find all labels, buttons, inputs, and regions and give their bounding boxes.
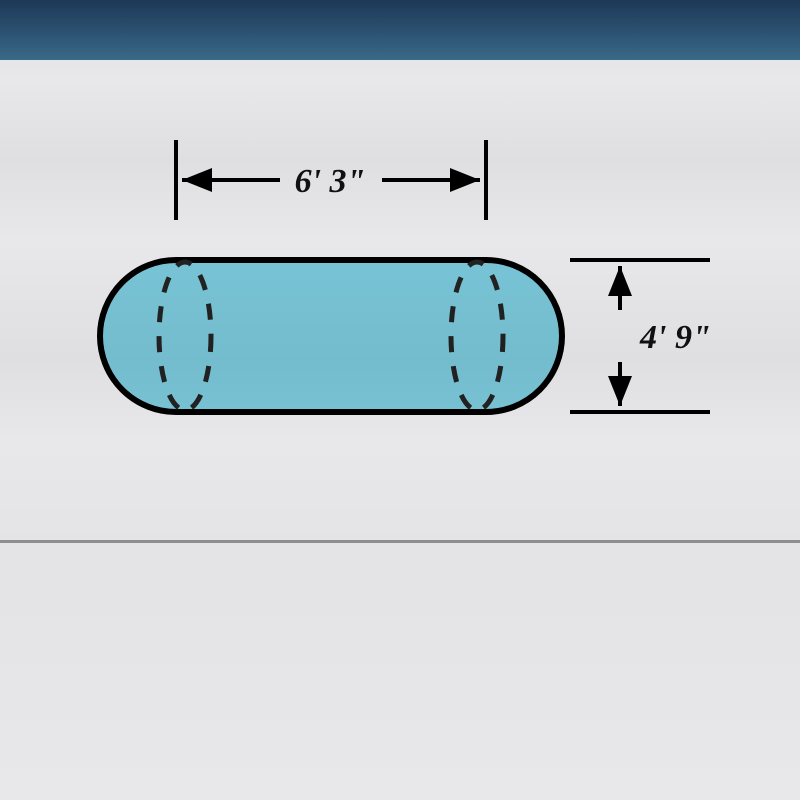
arrow-left: [182, 168, 212, 192]
arrow-right: [450, 168, 480, 192]
height-label: 4' 9": [639, 319, 711, 356]
divider: [0, 540, 800, 543]
length-label: 6' 3": [295, 163, 366, 200]
arrow-down: [608, 376, 632, 406]
tank-diagram: 6' 3" 4' 9": [30, 80, 770, 520]
window-titlebar: [0, 0, 800, 60]
arrow-up: [608, 266, 632, 296]
